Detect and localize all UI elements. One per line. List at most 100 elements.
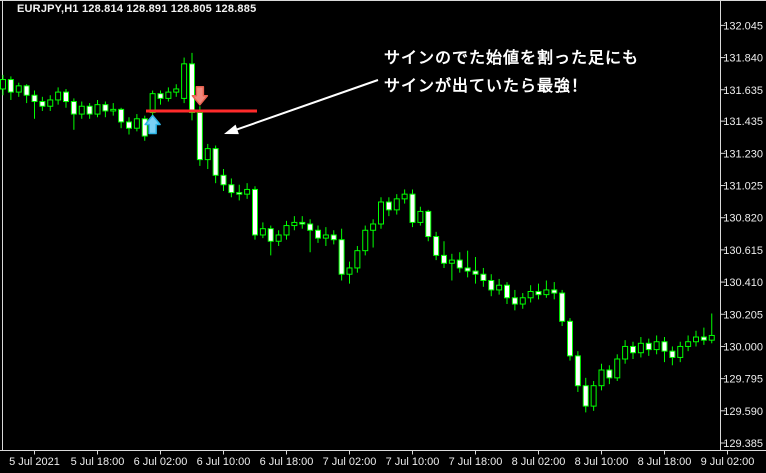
candle-body	[598, 369, 605, 387]
candle-body	[456, 259, 463, 269]
time-axis-label: 6 Jul 18:00	[260, 456, 314, 468]
candle-body	[118, 108, 125, 123]
time-axis-label: 8 Jul 02:00	[512, 456, 566, 468]
price-axis-label: 131.230	[723, 148, 763, 160]
candle-body	[472, 270, 479, 275]
candle-body	[606, 369, 613, 379]
candle-body	[669, 350, 676, 358]
candle-body	[354, 250, 361, 269]
candle-body	[417, 210, 424, 223]
candle-body	[173, 88, 180, 93]
candle-body	[141, 118, 148, 137]
price-axis-label: 131.435	[723, 116, 763, 128]
candle-body	[47, 99, 54, 107]
candle-body	[464, 267, 471, 272]
candle-body	[204, 148, 211, 161]
candle-body	[385, 201, 392, 211]
candle-body	[165, 91, 172, 99]
candle-body	[480, 273, 487, 282]
candle-body	[693, 336, 699, 343]
candle-body	[511, 297, 518, 305]
candle-body	[614, 358, 621, 379]
candle-body	[559, 292, 566, 322]
candle-body	[653, 341, 660, 351]
candle-body	[267, 228, 274, 242]
candle-body	[189, 63, 195, 114]
candle-body	[322, 234, 329, 239]
candle-body	[7, 79, 14, 93]
price-axis-label: 130.410	[723, 277, 763, 289]
price-axis-label: 131.840	[723, 53, 763, 65]
annotation-line-1: サインのでた始値を割った足にも	[384, 50, 640, 67]
candle-body	[0, 79, 6, 90]
time-axis-label: 6 Jul 02:00	[134, 456, 188, 468]
candle-body	[110, 108, 117, 112]
candle-body	[441, 254, 447, 264]
candle-body	[677, 345, 684, 358]
candle-body	[252, 188, 258, 236]
candle-body	[567, 320, 573, 357]
candle-body	[370, 223, 377, 231]
price-axis-label: 130.820	[723, 213, 763, 225]
chart-title-ohlc: EURJPY,H1 128.814 128.891 128.805 128.88…	[17, 3, 257, 15]
price-axis-label: 130.205	[723, 309, 763, 321]
candle-body	[700, 336, 707, 341]
candle-body	[78, 105, 85, 115]
candle-body	[315, 229, 321, 239]
candle-body	[582, 385, 589, 407]
candle-body	[661, 341, 668, 352]
annotation-line-2: サインが出ていたら最強！	[384, 78, 589, 95]
candle-body	[346, 267, 353, 275]
candle-body	[574, 355, 581, 387]
candle-body	[244, 188, 251, 195]
candle-body	[519, 297, 526, 305]
price-axis-label: 130.615	[723, 245, 763, 257]
time-axis-label: 6 Jul 10:00	[197, 456, 251, 468]
candle-body	[685, 341, 692, 347]
candle-body	[425, 210, 432, 238]
candle-body	[15, 85, 22, 93]
candle-body	[86, 105, 93, 115]
time-axis-label: 5 Jul 2021	[9, 456, 60, 468]
annotation-callout: サインのでた始値を割った足にも サインが出ていたら最強！	[384, 45, 639, 101]
candle-body	[543, 289, 550, 296]
candle-body	[630, 345, 636, 354]
time-axis-label: 8 Jul 10:00	[575, 456, 629, 468]
candle-body	[551, 289, 558, 294]
candle-body	[409, 193, 416, 223]
time-axis-label: 7 Jul 02:00	[323, 456, 377, 468]
price-axis-label: 129.795	[723, 374, 763, 386]
candle-body	[307, 223, 314, 231]
candle-body	[496, 284, 503, 291]
callout-arrowhead	[224, 124, 239, 135]
candle-body	[504, 284, 510, 299]
candle-body	[291, 221, 298, 227]
price-axis-label: 132.045	[723, 20, 763, 32]
candle-body	[488, 280, 495, 291]
candle-body	[299, 221, 306, 225]
price-axis-label: 129.590	[723, 406, 763, 418]
time-axis-label: 8 Jul 18:00	[638, 456, 692, 468]
candle-body	[622, 345, 629, 360]
candle-body	[283, 225, 290, 236]
callout-arrow-line	[231, 79, 379, 133]
candle-body	[401, 193, 408, 200]
candle-body	[448, 259, 455, 264]
candle-body	[181, 63, 188, 99]
candle-body	[126, 121, 132, 129]
candle-body	[535, 290, 542, 296]
candle-body	[212, 148, 219, 176]
candle-body	[378, 201, 384, 225]
candle-body	[527, 290, 534, 299]
candle-body	[55, 91, 62, 101]
candle-body	[149, 93, 156, 114]
candle-body	[236, 192, 243, 195]
candle-body	[330, 234, 337, 241]
candle-body	[70, 101, 77, 115]
candle-body	[393, 198, 400, 211]
candle-body	[228, 184, 235, 194]
candle-body	[133, 118, 140, 129]
candle-body	[94, 104, 101, 115]
